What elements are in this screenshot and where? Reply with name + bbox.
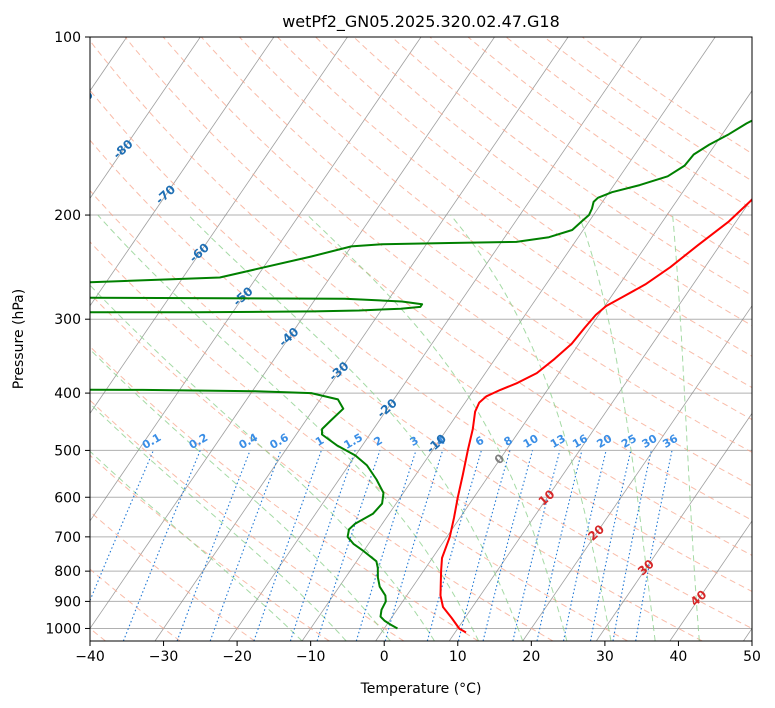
dry-adiabat-140 [353,37,752,327]
mixing-ratio-line-8 [457,450,511,641]
x-tick-label: 10 [449,649,467,665]
y-tick-label: 600 [54,490,81,506]
dry-adiabat-100 [200,37,752,453]
moist-adiabat-8 [90,284,435,641]
moist-adiabat-44 [672,214,700,641]
isotherm--70 [90,37,275,307]
moist-adiabat-2 [90,348,391,641]
moist-adiabat-20 [188,214,524,641]
isotherm-30 [595,412,752,641]
dry-adiabat-160 [429,37,752,267]
isotherm--40 [90,37,495,630]
mixing-ratio-line-0.6 [209,450,282,641]
y-tick-label: 700 [54,530,81,546]
moist-adiabat-26 [307,214,568,641]
y-axis-ticks: 100 200 300 400 500 600 700 800 900 1000 [45,30,90,637]
mixing-ratio-line-6 [426,450,482,641]
isotherm-40 [669,520,752,641]
isotherm-0 [375,90,752,641]
x-tick-label: 50 [743,649,761,665]
mixing-ratio-line-4 [384,450,444,641]
isotherm--60 [90,37,348,415]
dry-adiabat-70 [90,40,752,556]
dry-adiabat-110 [239,37,752,421]
chart-title: wetPf2_GN05.2025.320.02.47.G18 [282,12,560,32]
x-tick-label: 30 [596,649,614,665]
x-axis-ticks: −40 −30 −20 −10 0 10 20 30 40 50 [75,641,761,665]
temperature-profile-line [439,198,752,634]
y-tick-label: 400 [54,386,81,402]
isotherm--50 [90,37,422,522]
moist-adiabat-14 [97,214,480,641]
dry-adiabat-150 [391,37,752,297]
isotherm-10 [448,197,752,641]
y-tick-label: 200 [54,208,81,224]
x-axis-label: Temperature (°C) [360,681,482,697]
y-tick-label: 100 [54,30,81,46]
dry-adiabat-80 [124,37,752,521]
isotherm-20 [522,305,752,641]
x-tick-label: 40 [670,649,688,665]
dry-adiabat-40 [90,189,703,641]
moist-adiabat-38 [578,214,656,641]
mixing-ratio-line-1 [253,450,322,641]
mixing-ratio-line-10 [482,450,534,641]
y-tick-label: 300 [54,312,81,328]
isotherm--80 [90,37,201,200]
x-tick-label: −10 [296,649,326,665]
isotherm--30 [154,37,569,641]
plot-area: 0.10.20.40.611.52346810131620253036-100-… [70,37,752,641]
mixing-ratio-line-2 [316,450,381,641]
moist-adiabat--4 [90,403,347,641]
dry-adiabat-10 [90,345,479,641]
y-axis-label: Pressure (hPa) [11,289,27,389]
y-tick-label: 1000 [45,621,81,637]
y-tick-label: 500 [54,443,81,459]
dry-adiabat-130 [315,37,752,357]
moist-adiabat--10 [90,450,303,641]
moist-adiabats [90,214,700,641]
mixing-ratio-lines [90,450,673,641]
x-tick-label: −40 [75,649,105,665]
isotherm--20 [228,37,642,641]
dry-adiabat-label: -90 [70,88,95,113]
x-tick-label: 20 [522,649,540,665]
dry-adiabat-60 [90,89,752,593]
x-tick-label: −30 [149,649,179,665]
dry-adiabat-20 [90,292,554,641]
plot-frame [89,36,753,642]
dewpoint-profile-line [90,119,752,630]
x-tick-label: −20 [222,649,252,665]
y-tick-label: 800 [54,564,81,580]
dry-adiabat-90 [162,37,752,487]
x-tick-label: 0 [380,649,389,665]
profile-series [90,119,752,634]
dry-adiabat-30 [90,241,628,641]
isobar-grid [90,37,752,629]
y-tick-label: 900 [54,594,81,610]
dry-adiabat-50 [90,139,752,630]
dry-adiabat--20 [90,510,255,641]
